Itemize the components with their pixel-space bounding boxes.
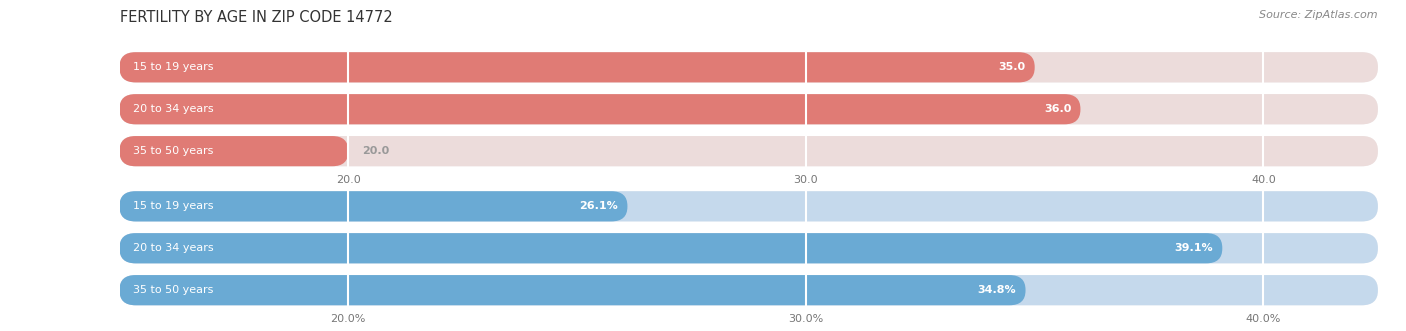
Text: FERTILITY BY AGE IN ZIP CODE 14772: FERTILITY BY AGE IN ZIP CODE 14772 <box>120 10 392 25</box>
FancyBboxPatch shape <box>120 233 1378 263</box>
Text: 20 to 34 years: 20 to 34 years <box>134 104 214 114</box>
Text: 15 to 19 years: 15 to 19 years <box>134 201 214 211</box>
Text: 26.1%: 26.1% <box>579 201 619 211</box>
Text: 20 to 34 years: 20 to 34 years <box>134 243 214 253</box>
FancyBboxPatch shape <box>120 136 349 166</box>
FancyBboxPatch shape <box>120 94 1378 124</box>
Text: 15 to 19 years: 15 to 19 years <box>134 62 214 72</box>
FancyBboxPatch shape <box>120 136 1378 166</box>
FancyBboxPatch shape <box>120 52 1378 82</box>
FancyBboxPatch shape <box>120 191 1378 221</box>
FancyBboxPatch shape <box>120 94 1378 124</box>
FancyBboxPatch shape <box>120 233 1222 263</box>
FancyBboxPatch shape <box>120 275 1378 305</box>
FancyBboxPatch shape <box>120 191 627 221</box>
Text: 34.8%: 34.8% <box>977 285 1017 295</box>
FancyBboxPatch shape <box>120 52 1378 82</box>
FancyBboxPatch shape <box>120 233 1378 263</box>
Text: 35.0: 35.0 <box>998 62 1025 72</box>
FancyBboxPatch shape <box>120 94 1080 124</box>
FancyBboxPatch shape <box>120 136 1378 166</box>
Text: 35 to 50 years: 35 to 50 years <box>134 146 214 156</box>
FancyBboxPatch shape <box>120 275 1025 305</box>
FancyBboxPatch shape <box>120 191 1378 221</box>
FancyBboxPatch shape <box>120 52 1035 82</box>
FancyBboxPatch shape <box>120 275 1378 305</box>
Text: 36.0: 36.0 <box>1043 104 1071 114</box>
Text: Source: ZipAtlas.com: Source: ZipAtlas.com <box>1260 10 1378 20</box>
Text: 20.0: 20.0 <box>361 146 389 156</box>
Text: 39.1%: 39.1% <box>1174 243 1213 253</box>
Text: 35 to 50 years: 35 to 50 years <box>134 285 214 295</box>
